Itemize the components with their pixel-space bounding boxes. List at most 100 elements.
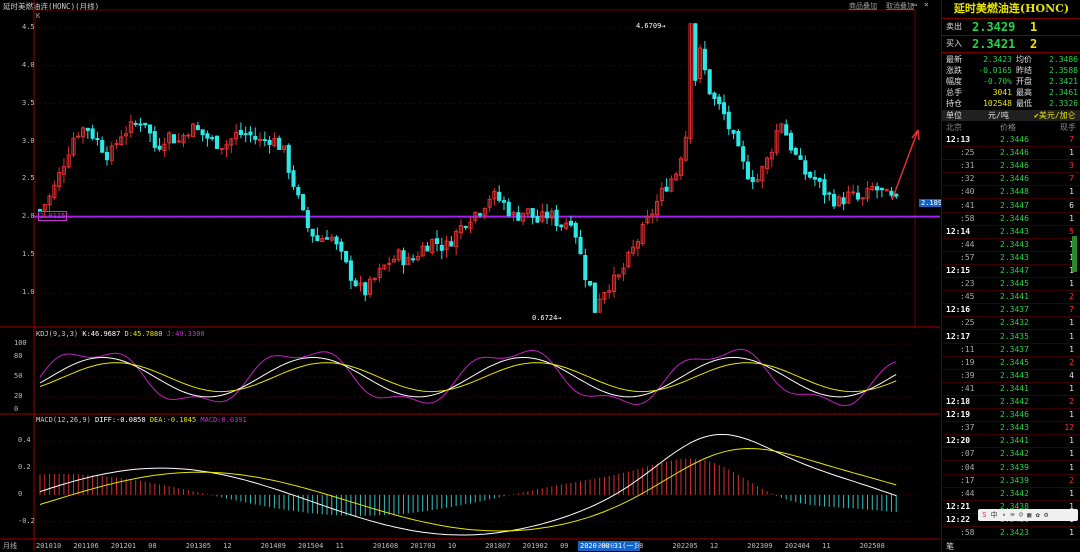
trade-time: :39 [960,370,975,380]
trade-row[interactable]: :32 2.3446 7 [942,173,1080,184]
trade-row[interactable]: :23 2.3445 1 [942,278,1080,289]
trade-time: :41 [960,200,975,210]
trade-row[interactable]: :44 2.3443 1 [942,239,1080,250]
stat-label: 最低 [1016,99,1032,108]
candle-body [267,139,272,145]
trade-time: :19 [960,357,975,367]
trade-row[interactable]: :37 2.3443 12 [942,422,1080,433]
trade-row[interactable]: 12:15 2.3447 1 [942,265,1080,276]
price-y-tick: 3.0 [22,136,35,145]
ime-toolbar[interactable]: S 中 ∘ ⌨ ☺ ▦ ✿ ⚙ [978,509,1078,521]
trade-row[interactable]: :07 2.3442 1 [942,448,1080,459]
candle-body [301,194,306,211]
trade-row[interactable]: :11 2.3437 1 [942,344,1080,355]
candle-body [473,211,478,221]
overlay-add-button[interactable]: 商品叠加 [849,2,877,10]
unit-value[interactable]: 元/吨 [988,111,1009,120]
trade-row[interactable]: 12:17 2.3435 1 [942,331,1080,342]
trade-row[interactable]: :58 2.3446 1 [942,213,1080,224]
trade-qty: 1 [1069,528,1074,537]
candle-body [305,210,310,229]
trade-row[interactable]: 12:14 2.3443 5 [942,226,1080,237]
trade-row[interactable]: 12:20 2.3441 1 [942,435,1080,446]
candle-body [540,211,545,222]
high-label: 4.6709→ [636,22,666,30]
candle-body [291,170,296,187]
trade-row[interactable]: :58 2.3423 1 [942,527,1080,538]
current-price-tag: 2.1894 [919,199,949,207]
trade-row[interactable]: :04 2.3439 1 [942,462,1080,473]
candle-body [176,140,181,143]
trade-row[interactable]: :41 2.3447 6 [942,200,1080,211]
candle-body [367,278,373,295]
candle-body [683,136,688,161]
trade-qty: 1 [1069,344,1074,354]
chart-area[interactable]: 延时美燃油连(HONC)(月线) 商品叠加 取消叠加 ▭ × K KDJ(9,3… [0,0,949,551]
candle-body [741,146,746,162]
candle-body [277,137,282,150]
trade-qty: 1 [1069,318,1074,328]
trade-row[interactable]: :40 2.3448 1 [942,186,1080,197]
candle-body [698,47,703,80]
candle-body [348,260,353,281]
candle-body [71,137,76,156]
trade-row[interactable]: :44 2.3442 1 [942,488,1080,499]
candle-body [224,144,229,150]
trade-row[interactable]: 12:18 2.3442 2 [942,396,1080,407]
buy-row: 买入 2.3421 2 [942,37,1080,51]
unit-option[interactable]: ✔美元/加仑 [1034,111,1076,120]
trade-row[interactable]: :45 2.3441 2 [942,291,1080,302]
candle-body [597,298,602,313]
candle-body [721,102,727,115]
trade-row[interactable]: :41 2.3441 1 [942,383,1080,394]
candle-body [66,154,71,168]
candle-body [210,137,215,140]
stat-value: 2.3421 [1049,77,1078,86]
close-icon[interactable]: × [924,0,929,9]
trade-row[interactable]: :25 2.3432 1 [942,317,1080,328]
trade-row[interactable]: :39 2.3443 4 [942,370,1080,381]
candle-body [564,222,569,229]
scrollbar[interactable] [1072,236,1077,272]
candle-body [195,125,200,131]
stat-label: 涨跌 [946,66,962,75]
trade-row[interactable]: 12:16 2.3437 7 [942,304,1080,315]
macd-dea-line [39,447,897,532]
trade-row[interactable]: :57 2.3443 1 [942,252,1080,263]
candle-body [875,186,880,191]
x-axis-label: 10 [447,542,457,550]
candle-body [391,258,397,263]
trade-row[interactable]: 12:13 2.3446 7 [942,134,1080,145]
trade-price: 2.3448 [1000,187,1029,197]
candle-body [549,210,554,219]
candle-body [855,192,861,200]
restore-icon[interactable]: ▭ [912,0,917,9]
trade-price: 2.3446 [1000,410,1029,420]
trade-row[interactable]: :31 2.3446 3 [942,160,1080,171]
trade-time: :37 [960,423,975,433]
candle-body [334,236,339,245]
trade-header: 北京 价格 现手 [946,123,1076,132]
trade-price: 2.3445 [1000,357,1029,367]
candle-body [889,190,894,196]
unit-row: 单位 元/吨 ✔美元/加仑 [942,110,1080,121]
candle-body [611,274,617,293]
stat-label: 持仓 [946,99,962,108]
trade-row[interactable]: 12:19 2.3446 1 [942,409,1080,420]
trade-time: 12:13 [946,135,971,144]
overlay-remove-button[interactable]: 取消叠加 [886,2,914,10]
trade-row[interactable]: :19 2.3445 2 [942,357,1080,368]
candle-body [808,172,813,178]
candle-body [128,121,133,133]
trade-row[interactable]: 12:21 2.3438 1 [942,501,1080,512]
candle-body [138,123,143,126]
unit-label: 单位 [946,111,962,120]
candle-body [793,148,798,155]
trade-time: 12:17 [946,331,971,341]
candle-body [784,124,789,136]
candle-body [501,200,507,203]
trade-row[interactable]: :25 2.3446 1 [942,147,1080,158]
annotation-arrow [891,129,919,201]
candle-body [463,226,468,229]
trade-row[interactable]: :17 2.3439 2 [942,475,1080,486]
